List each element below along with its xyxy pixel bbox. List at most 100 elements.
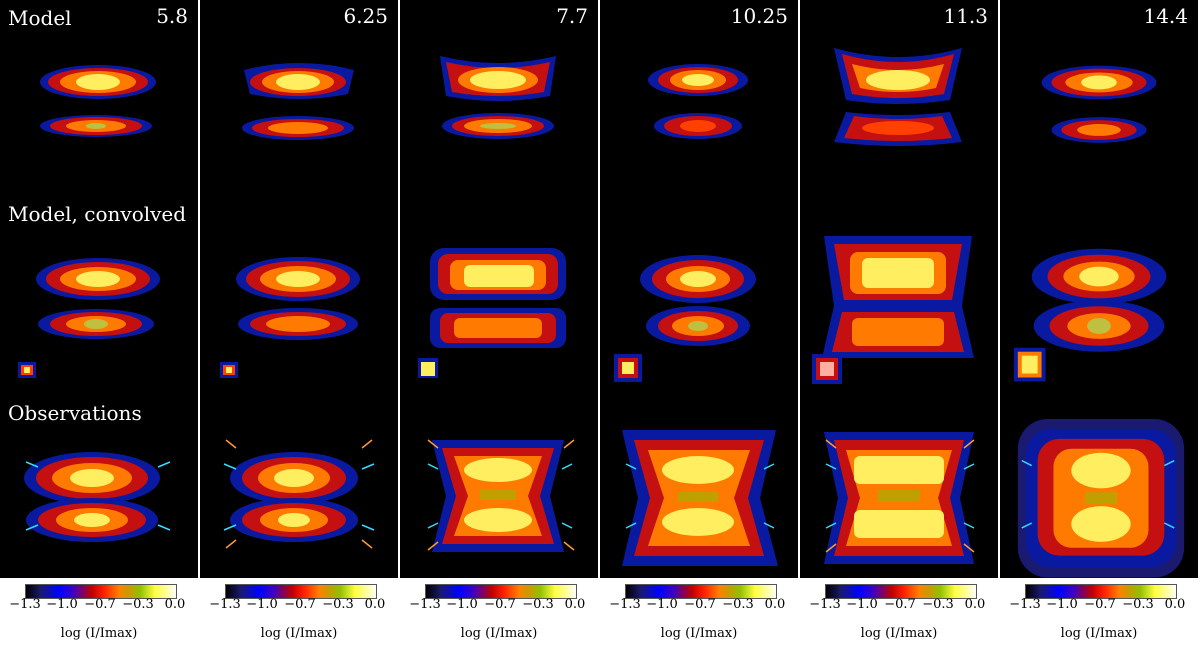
model-image bbox=[1041, 65, 1157, 143]
colorbar-tick: 0.0 bbox=[964, 597, 986, 612]
row-label-observations: Observations bbox=[8, 401, 142, 425]
panel-11-3-images bbox=[812, 48, 975, 564]
model-image bbox=[648, 64, 748, 139]
colorbar: −1.3 −1.0 −0.7 −0.3 0.0 log (I/Imax) bbox=[0, 578, 198, 651]
colorbar-gradient bbox=[1025, 584, 1177, 599]
colorbar-gradient bbox=[225, 584, 377, 599]
wavelength-label: 7.7 bbox=[556, 4, 588, 28]
psf-image bbox=[220, 362, 238, 378]
colorbar: −1.3 −1.0 −0.7 −0.3 0.0 log (I/Imax) bbox=[1000, 578, 1198, 651]
colorbar-title: log (I/Imax) bbox=[60, 626, 138, 641]
panel-10-25: 10.25 −1.3 −1.0 −0.7 −0.3 0.0 log (I/Ima… bbox=[600, 0, 798, 651]
colorbar-title: log (I/Imax) bbox=[660, 626, 738, 641]
orange-markers bbox=[225, 439, 373, 549]
colorbar-tick: −0.7 bbox=[1084, 597, 1116, 612]
colorbar: −1.3 −1.0 −0.7 −0.3 0.0 log (I/Imax) bbox=[800, 578, 998, 651]
colorbar-tick: 0.0 bbox=[564, 597, 586, 612]
colorbar-tick: −1.3 bbox=[409, 597, 441, 612]
panel-10-25-images bbox=[614, 64, 778, 566]
psf-image bbox=[1013, 347, 1046, 382]
cyan-markers bbox=[25, 461, 171, 531]
model-image bbox=[440, 56, 556, 139]
orange-markers bbox=[427, 439, 575, 551]
psf-image bbox=[18, 362, 36, 378]
colorbar-tick: −1.0 bbox=[646, 597, 678, 612]
panel-14-4: 14.4 −1.3 −1.0 −0.7 −0.3 0.0 log (I/Imax… bbox=[1000, 0, 1198, 651]
colorbar-tick: −0.7 bbox=[284, 597, 316, 612]
panel-7-7-images bbox=[418, 56, 575, 552]
wavelength-label: 10.25 bbox=[730, 4, 788, 28]
colorbar: −1.3 −1.0 −0.7 −0.3 0.0 log (I/Imax) bbox=[400, 578, 598, 651]
colorbar-gradient bbox=[625, 584, 777, 599]
panel-11-3: 11.3 −1.3 −1.0 −0.7 −0.3 0.0 log (I/Imax… bbox=[800, 0, 998, 651]
colorbar-gradient bbox=[25, 584, 177, 599]
colorbar-title: log (I/Imax) bbox=[1060, 626, 1138, 641]
convolved-image bbox=[430, 248, 566, 348]
colorbar-title: log (I/Imax) bbox=[260, 626, 338, 641]
colorbar-tick: −0.3 bbox=[1122, 597, 1154, 612]
cyan-markers bbox=[427, 463, 573, 529]
colorbar: −1.3 −1.0 −0.7 −0.3 0.0 log (I/Imax) bbox=[600, 578, 798, 651]
colorbar-tick: 0.0 bbox=[364, 597, 386, 612]
cyan-markers bbox=[223, 463, 375, 531]
colorbar-tick: 0.0 bbox=[164, 597, 186, 612]
convolved-image bbox=[822, 236, 974, 358]
observation-image bbox=[824, 432, 974, 564]
observation-image bbox=[1017, 419, 1185, 578]
colorbar-tick: −1.0 bbox=[446, 597, 478, 612]
cyan-markers bbox=[1021, 459, 1175, 529]
colorbar-tick: −1.3 bbox=[1009, 597, 1041, 612]
model-image bbox=[242, 63, 354, 140]
colorbar-tick: −0.3 bbox=[522, 597, 554, 612]
wavelength-label: 5.8 bbox=[156, 4, 188, 28]
colorbar-tick: −0.7 bbox=[884, 597, 916, 612]
colorbar-tick: −1.3 bbox=[9, 597, 41, 612]
colorbar-tick: −1.3 bbox=[809, 597, 841, 612]
psf-image bbox=[418, 358, 438, 378]
panel-6-25-images bbox=[220, 63, 375, 549]
observation-image bbox=[622, 430, 778, 566]
colorbar-title: log (I/Imax) bbox=[460, 626, 538, 641]
colorbar-tick: −1.3 bbox=[209, 597, 241, 612]
convolved-image bbox=[36, 258, 160, 339]
colorbar-tick: −0.3 bbox=[322, 597, 354, 612]
colorbar-gradient bbox=[825, 584, 977, 599]
psf-image bbox=[812, 354, 842, 384]
colorbar-tick: −1.0 bbox=[846, 597, 878, 612]
colorbar-gradient bbox=[425, 584, 577, 599]
psf-image bbox=[614, 354, 642, 382]
colorbar-tick: −0.7 bbox=[684, 597, 716, 612]
panel-14-4-images bbox=[1013, 65, 1185, 578]
model-image bbox=[834, 48, 962, 146]
colorbar-tick: −0.3 bbox=[122, 597, 154, 612]
colorbar-tick: −0.3 bbox=[722, 597, 754, 612]
colorbar-tick: −0.3 bbox=[922, 597, 954, 612]
colorbar-tick: 0.0 bbox=[764, 597, 786, 612]
colorbar-tick: −1.0 bbox=[246, 597, 278, 612]
convolved-image bbox=[236, 257, 360, 340]
cyan-markers bbox=[625, 463, 775, 529]
colorbar-tick: −1.0 bbox=[1046, 597, 1078, 612]
model-image bbox=[40, 65, 156, 137]
row-label-convolved: Model, convolved bbox=[8, 202, 187, 226]
colorbar-tick: −1.0 bbox=[46, 597, 78, 612]
colorbar-tick: 0.0 bbox=[1164, 597, 1186, 612]
wavelength-label: 11.3 bbox=[943, 4, 988, 28]
colorbar: −1.3 −1.0 −0.7 −0.3 0.0 log (I/Imax) bbox=[200, 578, 398, 651]
convolved-image bbox=[640, 255, 756, 346]
wavelength-label: 6.25 bbox=[343, 4, 388, 28]
colorbar-tick: −0.7 bbox=[84, 597, 116, 612]
colorbar-title: log (I/Imax) bbox=[860, 626, 938, 641]
convolved-image bbox=[1031, 248, 1167, 352]
observation-image bbox=[230, 452, 358, 542]
colorbar-tick: −0.7 bbox=[484, 597, 516, 612]
observation-image bbox=[24, 452, 160, 542]
wavelength-label: 14.4 bbox=[1143, 4, 1188, 28]
panel-5-8: Model Model, convolved Observations 5.8 … bbox=[0, 0, 198, 651]
panel-5-8-images bbox=[18, 65, 171, 542]
row-label-model: Model bbox=[8, 6, 72, 30]
observation-image bbox=[432, 440, 564, 552]
colorbar-tick: −1.3 bbox=[609, 597, 641, 612]
panel-7-7: 7.7 −1.3 −1.0 −0.7 −0.3 0.0 log (I/Imax) bbox=[400, 0, 598, 651]
